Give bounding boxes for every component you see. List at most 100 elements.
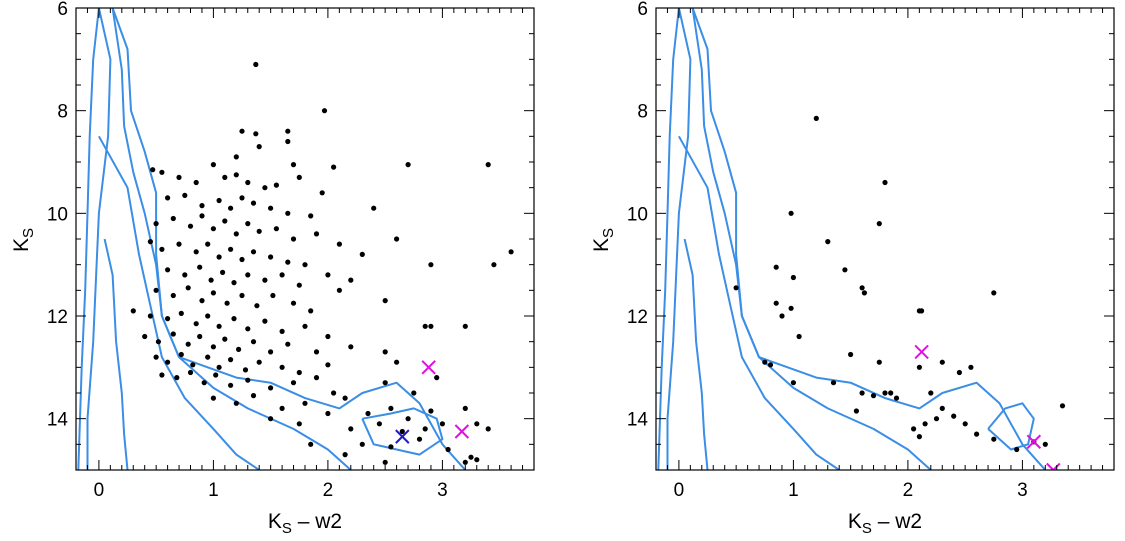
data-point xyxy=(199,203,205,209)
x-tick-label: 1 xyxy=(208,480,219,501)
data-point xyxy=(285,259,291,265)
data-point xyxy=(176,241,182,247)
data-point xyxy=(170,215,176,222)
data-point xyxy=(239,195,245,201)
data-point xyxy=(142,333,148,340)
data-point xyxy=(321,108,328,114)
data-point xyxy=(405,162,411,168)
data-point xyxy=(190,362,196,368)
data-point xyxy=(1042,441,1048,447)
data-point xyxy=(336,287,342,293)
data-point xyxy=(210,226,216,232)
data-point xyxy=(991,290,997,296)
data-point xyxy=(159,169,165,175)
data-point xyxy=(308,441,314,447)
data-point xyxy=(796,333,802,340)
data-point xyxy=(296,421,302,427)
data-point xyxy=(365,410,371,417)
data-point xyxy=(911,426,917,432)
data-point xyxy=(155,339,161,345)
data-point xyxy=(790,380,797,386)
data-point xyxy=(388,405,394,411)
data-point xyxy=(445,446,451,453)
contour-line xyxy=(86,8,112,470)
y-tick-label: 8 xyxy=(57,102,68,123)
data-point xyxy=(165,267,171,273)
data-point xyxy=(253,61,259,68)
data-point xyxy=(201,380,207,386)
data-point xyxy=(825,239,831,245)
data-point xyxy=(325,410,331,417)
y-tick-label: 6 xyxy=(637,0,648,20)
data-point xyxy=(262,277,268,283)
data-point xyxy=(302,323,308,329)
contour-line xyxy=(691,8,1047,470)
data-point xyxy=(290,300,297,306)
cross-marker xyxy=(914,344,929,360)
data-point xyxy=(187,369,194,376)
y-tick-label: 10 xyxy=(627,204,648,225)
data-point xyxy=(468,454,474,460)
data-point xyxy=(239,128,245,134)
contour-line xyxy=(103,238,129,470)
data-point xyxy=(231,280,237,286)
y-tick-label: 14 xyxy=(627,410,649,431)
data-point xyxy=(348,426,354,432)
data-point xyxy=(991,436,997,442)
data-point xyxy=(779,313,785,319)
data-point xyxy=(382,380,388,386)
data-point xyxy=(233,154,239,160)
data-point xyxy=(233,231,239,237)
data-point xyxy=(205,241,211,247)
data-point xyxy=(428,262,434,268)
data-point xyxy=(239,292,245,299)
data-point xyxy=(296,369,302,376)
data-point xyxy=(187,223,194,229)
y-tick-label: 8 xyxy=(637,102,648,123)
data-point xyxy=(178,351,184,358)
data-point xyxy=(853,408,860,414)
data-point xyxy=(256,228,262,234)
scatter-points xyxy=(733,115,1066,453)
data-point xyxy=(239,256,245,263)
data-point xyxy=(262,318,268,324)
data-point xyxy=(428,323,434,329)
data-point xyxy=(508,249,514,255)
data-point xyxy=(242,367,249,373)
data-point xyxy=(228,246,234,252)
data-point xyxy=(170,331,176,337)
data-point xyxy=(773,300,779,306)
data-point xyxy=(185,285,191,291)
data-point xyxy=(411,390,417,396)
axis-ticks xyxy=(75,7,535,471)
data-point xyxy=(159,246,165,252)
data-point xyxy=(193,321,199,327)
data-point xyxy=(290,162,297,168)
plot-frame xyxy=(655,7,1115,471)
y-tick-label: 6 xyxy=(57,0,68,20)
data-point xyxy=(193,179,199,186)
data-point xyxy=(416,436,423,442)
data-point xyxy=(919,308,925,314)
contour-lines xyxy=(77,8,467,470)
data-point xyxy=(268,385,274,391)
data-point xyxy=(331,164,337,170)
data-point xyxy=(474,421,480,427)
data-point xyxy=(359,251,365,257)
data-point xyxy=(233,400,239,406)
data-point xyxy=(210,162,216,168)
cross-marker xyxy=(1046,462,1061,470)
data-point xyxy=(176,174,182,180)
y-tick-label: 12 xyxy=(47,307,68,328)
data-point xyxy=(325,333,331,340)
data-point xyxy=(222,218,228,224)
data-point xyxy=(405,416,411,422)
cross-marker xyxy=(1026,434,1042,449)
data-point xyxy=(382,349,388,355)
data-point xyxy=(882,179,888,186)
data-point xyxy=(313,375,320,381)
data-point xyxy=(762,359,768,365)
data-point xyxy=(279,405,285,411)
